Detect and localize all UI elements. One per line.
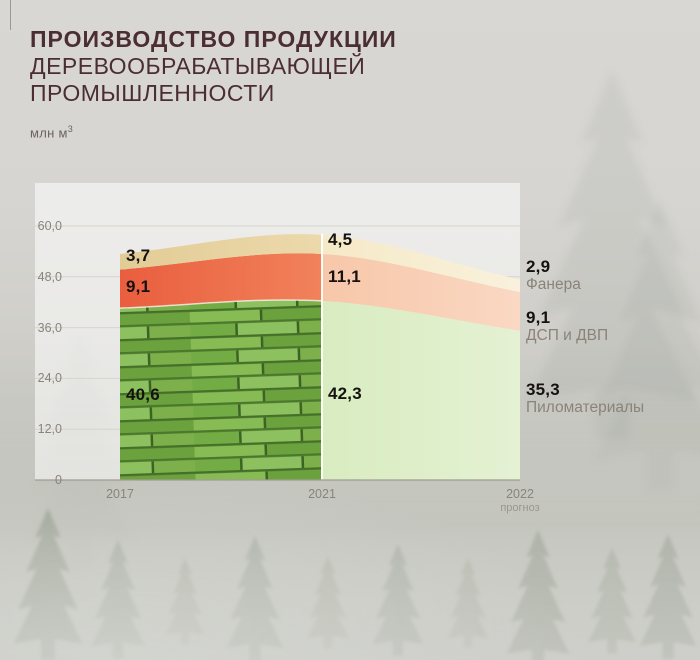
series-name-lumber: Пиломатериалы xyxy=(526,399,645,416)
title-line-1: ПРОИЗВОДСТВО ПРОДУКЦИИ xyxy=(30,26,397,52)
y-axis-unit-label: млн м3 xyxy=(30,124,73,140)
x-tick-2022: 2022 xyxy=(506,487,534,501)
y-tick-48: 48,0 xyxy=(37,270,62,284)
value-lumber-2021: 42,3 xyxy=(328,384,362,403)
value-dsp-2017: 9,1 xyxy=(126,277,151,296)
lumber-top-highlight xyxy=(119,299,323,309)
area-dsp-forecast xyxy=(322,253,520,331)
x-tick-2021: 2021 xyxy=(308,487,336,501)
title-line-2: ДЕРЕВООБРАБАТЫВАЮЩЕЙ xyxy=(30,53,366,79)
value-plywood-2017: 3,7 xyxy=(126,246,151,265)
x-tick-forecast-note: прогноз xyxy=(500,502,540,514)
area-dsp-history xyxy=(120,253,322,309)
value-plywood-2022: 2,9 xyxy=(526,257,551,276)
unit-text: млн м xyxy=(30,125,68,141)
title-line-3: ПРОМЫШЛЕННОСТИ xyxy=(30,80,275,106)
value-dsp-2021: 11,1 xyxy=(328,267,361,286)
x-tick-2017: 2017 xyxy=(106,487,134,501)
series-name-plywood: Фанера xyxy=(526,276,581,293)
corner-accent-line xyxy=(10,0,11,30)
unit-superscript: 3 xyxy=(67,124,74,134)
stacked-area-chart xyxy=(35,225,520,481)
y-tick-60: 60,0 xyxy=(37,219,62,233)
y-tick-36: 36,0 xyxy=(37,321,62,335)
y-tick-12: 12,0 xyxy=(37,422,62,436)
area-plywood-history xyxy=(120,234,322,270)
y-tick-24: 24,0 xyxy=(37,371,62,385)
value-lumber-2017: 40,6 xyxy=(126,385,160,404)
series-name-dsp: ДСП и ДВП xyxy=(526,327,609,344)
page-title: ПРОИЗВОДСТВО ПРОДУКЦИИ ДЕРЕВООБРАБАТЫВАЮ… xyxy=(30,26,397,107)
area-lumber-forecast xyxy=(322,300,520,480)
area-plywood-forecast xyxy=(322,234,520,293)
y-tick-0: 0 xyxy=(55,473,62,487)
value-plywood-2021: 4,5 xyxy=(328,230,353,249)
area-lumber-history xyxy=(120,299,322,480)
value-lumber-2022: 35,3 xyxy=(526,380,560,399)
value-dsp-2022: 9,1 xyxy=(526,308,551,327)
